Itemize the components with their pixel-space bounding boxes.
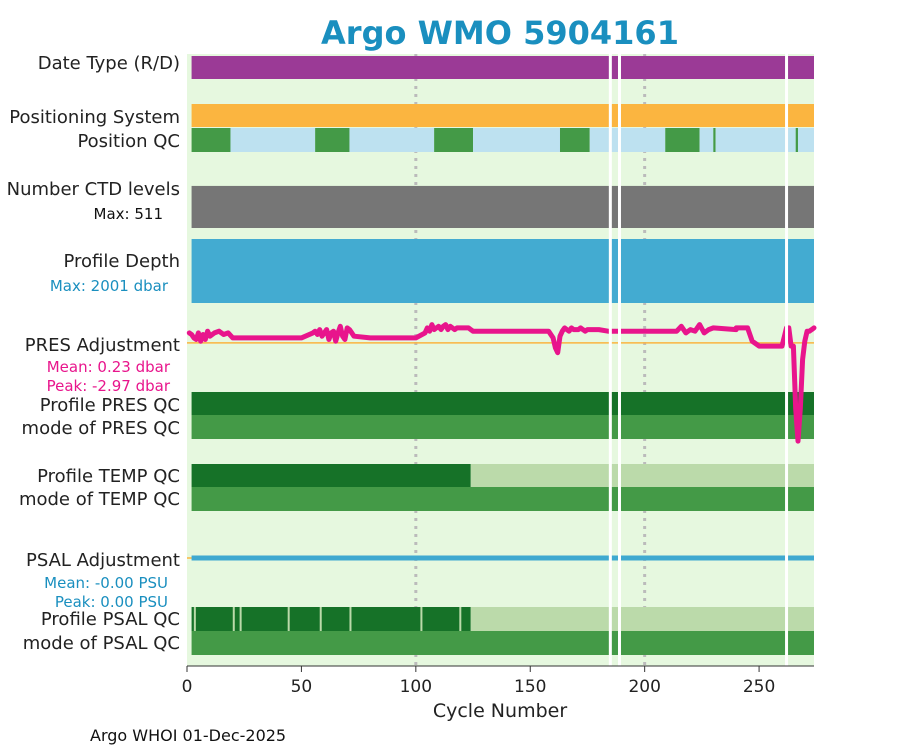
position-qc-segment-2	[315, 128, 350, 152]
ctd-max-label: Max: 511	[94, 205, 163, 223]
psal-qc-light-tick-0	[193, 607, 196, 631]
row-labels: Date Type (R/D) Positioning System Posit…	[7, 53, 180, 654]
position-qc-segment-7	[589, 128, 666, 152]
label-pres-adjustment: PRES Adjustment	[25, 335, 180, 356]
mode-pres-qc-segment-0	[191, 415, 814, 439]
footer-credit: Argo WHOI 01-Dec-2025	[90, 726, 286, 745]
pres-adjustment-panel	[186, 322, 817, 444]
plot-background	[187, 54, 814, 666]
ctd-levels-bar	[191, 185, 814, 228]
psal-qc-light-tick-2	[239, 607, 242, 631]
pres-adjustment-series	[186, 322, 817, 444]
pres-mean-label: Mean: 0.23 dbar	[47, 358, 171, 376]
position-qc-segment-6	[559, 128, 590, 152]
gridlines	[414, 54, 647, 666]
x-axis-label: Cycle Number	[433, 700, 567, 722]
label-mode-temp-qc: mode of TEMP QC	[19, 489, 180, 510]
depth-max-label: Max: 2001 dbar	[50, 277, 169, 295]
position-qc-segment-10	[713, 128, 716, 152]
pres-peak-label: Peak: -2.97 dbar	[47, 377, 171, 395]
label-position-qc: Position QC	[77, 131, 180, 152]
mode-temp-qc-segment-0	[191, 487, 814, 511]
position-qc-segment-4	[434, 128, 474, 152]
psal-qc-light-tick-4	[319, 607, 322, 631]
chart-title: Argo WMO 5904161	[321, 14, 679, 52]
profile-psal-qc-segment-1	[470, 607, 814, 631]
position-qc-segment-8	[665, 128, 700, 152]
position-qc-segment-0	[191, 128, 231, 152]
x-tick-label-150: 150	[514, 677, 546, 697]
profile-depth-bar	[191, 239, 814, 303]
date-type-segment-0	[191, 56, 814, 79]
label-positioning-system: Positioning System	[9, 107, 180, 128]
x-axis: 0 50 100 150 200 250	[182, 665, 814, 697]
position-qc-segment-11	[715, 128, 796, 152]
profile-temp-qc-segment-0	[191, 464, 471, 487]
position-qc-segment-1	[230, 128, 316, 152]
label-profile-psal-qc: Profile PSAL QC	[41, 609, 180, 630]
missing-cycle-185	[608, 54, 612, 666]
psal-qc-light-tick-5	[349, 607, 352, 631]
profile-psal-qc-segment-0	[191, 607, 471, 631]
position-qc-segment-9	[699, 128, 714, 152]
psal-qc-light-tick-6	[420, 607, 423, 631]
position-qc-segment-3	[349, 128, 435, 152]
row-bars	[191, 56, 814, 655]
missing-cycle-262	[785, 54, 789, 666]
x-tick-label-100: 100	[400, 677, 432, 697]
label-profile-depth: Profile Depth	[63, 251, 180, 272]
position-qc-segment-12	[795, 128, 798, 152]
psal-mean-label: Mean: -0.00 PSU	[44, 574, 168, 592]
x-tick-label-250: 250	[743, 677, 775, 697]
label-psal-adjustment: PSAL Adjustment	[26, 550, 180, 571]
psal-qc-light-tick-7	[459, 607, 462, 631]
row-sublabels: Max: 511 Max: 2001 dbar Mean: 0.23 dbar …	[44, 205, 171, 611]
position-qc-segment-13	[797, 128, 814, 152]
mode-psal-qc-segment-0	[191, 631, 814, 655]
x-tick-label-200: 200	[628, 677, 660, 697]
position-qc-segment-5	[473, 128, 560, 152]
x-tick-label-50: 50	[291, 677, 313, 697]
psal-peak-label: Peak: 0.00 PSU	[55, 593, 168, 611]
profile-pres-qc-segment-0	[191, 392, 814, 415]
label-profile-temp-qc: Profile TEMP QC	[37, 466, 180, 487]
positioning-segment-0	[191, 104, 814, 127]
label-mode-psal-qc: mode of PSAL QC	[23, 633, 180, 654]
psal-qc-light-tick-3	[287, 607, 290, 631]
label-ctd-levels: Number CTD levels	[7, 179, 180, 200]
psal-qc-light-tick-1	[232, 607, 235, 631]
missing-cycle-markers	[608, 54, 789, 666]
label-date-type: Date Type (R/D)	[38, 53, 180, 74]
label-mode-pres-qc: mode of PRES QC	[22, 418, 180, 439]
profile-temp-qc-segment-1	[470, 464, 814, 487]
missing-cycle-189	[617, 54, 621, 666]
label-profile-pres-qc: Profile PRES QC	[40, 395, 180, 416]
x-tick-label-0: 0	[182, 677, 193, 697]
